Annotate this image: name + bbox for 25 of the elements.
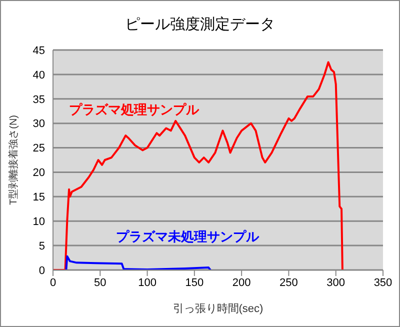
x-tick-label: 50 xyxy=(94,276,106,289)
x-tick-label: 200 xyxy=(232,276,251,289)
line-series xyxy=(65,255,212,270)
x-tick-label: 300 xyxy=(326,276,346,289)
y-tick-label: 5 xyxy=(38,240,45,252)
x-tick-label: 250 xyxy=(280,276,298,289)
y-tick-label: 20 xyxy=(32,167,45,180)
y-tick-label: 40 xyxy=(32,69,45,82)
x-tick-label: 0 xyxy=(50,276,56,289)
line-series xyxy=(53,61,344,270)
series-label: プラズマ未処理サンプル xyxy=(116,228,259,246)
y-tick-label: 0 xyxy=(38,264,45,277)
y-tick-label: 30 xyxy=(32,118,45,130)
series-label: プラズマ処理サンプル xyxy=(69,101,199,119)
chart-title: ピール強度測定データ xyxy=(124,15,276,34)
y-tick-label: 15 xyxy=(32,192,45,204)
x-tick-label: 350 xyxy=(374,276,392,289)
y-tick-label: 10 xyxy=(32,216,45,228)
y-tick-label: 45 xyxy=(32,44,45,57)
y-tick-label: 25 xyxy=(32,142,45,155)
x-tick-label: 100 xyxy=(138,276,156,289)
x-axis-title: 引っ張り時間(sec) xyxy=(172,302,264,315)
x-tick-label: 150 xyxy=(185,276,204,289)
y-axis-title: T型剥離接着強さ(N) xyxy=(8,115,20,205)
y-tick-label: 35 xyxy=(32,94,45,106)
